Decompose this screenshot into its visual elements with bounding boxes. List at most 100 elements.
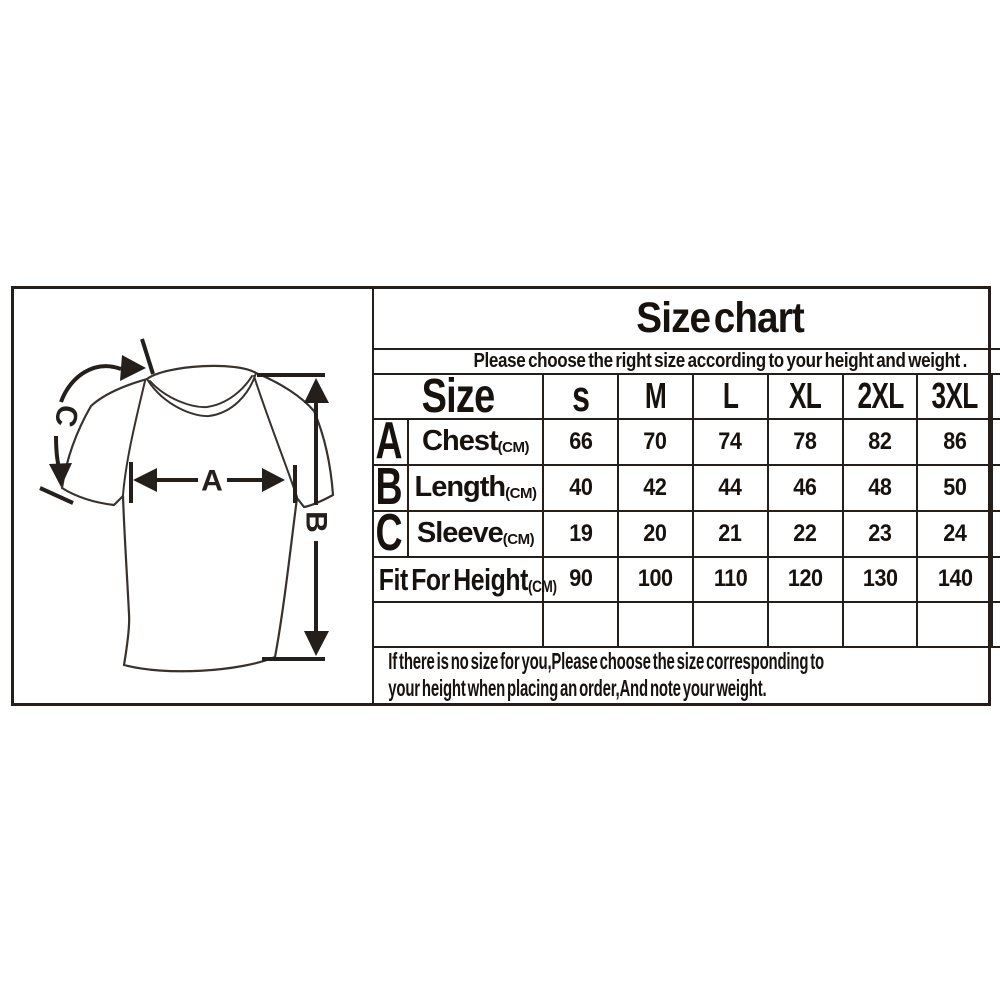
measure-name: Fit For Height	[378, 561, 529, 597]
table-cell: 19	[542, 511, 617, 556]
table-cell: 23	[841, 511, 917, 556]
header-col-s: s	[542, 374, 617, 419]
table-cell	[691, 602, 767, 646]
fit-label-cell: Fit For Height (CM)	[374, 558, 557, 601]
row-letter-cell: B	[374, 461, 407, 512]
value: 82	[868, 427, 892, 455]
raglan-seams	[122, 375, 298, 498]
measure-unit: (CM)	[502, 531, 535, 549]
table-cell: 20	[616, 511, 692, 556]
subtitle: Please choose the right size according t…	[473, 349, 967, 372]
table-row-chest: A Chest(CM) 66 70 74 78 82 86 90	[374, 412, 1000, 471]
measure-name: Length	[414, 471, 507, 504]
table-cell	[991, 602, 1000, 646]
table-cell	[766, 602, 842, 646]
row-letter: C	[375, 504, 403, 563]
title-row: Size chart	[374, 289, 1000, 348]
header-size-label: Size	[421, 369, 496, 423]
arrowhead-up-icon	[304, 378, 329, 403]
collar-lines	[146, 372, 257, 418]
chest-arrow-label: A	[201, 465, 223, 498]
header-col-2xl: 2XL	[841, 374, 917, 419]
table-cell: 70	[616, 419, 692, 464]
note-line-1: If there is no size for you,Please choos…	[388, 647, 824, 674]
header-col-4xl: 4XL	[991, 374, 1000, 419]
header-col-xl: XL	[766, 374, 842, 419]
table-cell: 48	[841, 465, 917, 510]
row-label-cell: Sleeve (CM)	[407, 511, 542, 556]
tshirt-diagram-panel: A B C	[14, 289, 374, 703]
tshirt-diagram: A B C	[39, 338, 335, 673]
row-label: Chest (CM)	[422, 427, 530, 457]
table-cell: 110	[691, 557, 767, 601]
size-table-panel: Size chart Please choose the right size …	[374, 289, 1000, 703]
table-row-length: B Length(CM) 40 42 44 46 48 50 52	[374, 461, 1000, 513]
table-cell: 52	[991, 465, 1000, 510]
sleeve-tick-top	[140, 338, 155, 375]
length-arrow: B	[257, 373, 333, 661]
row-letter: A	[375, 412, 403, 471]
table-cell	[841, 602, 917, 646]
table-cell: 86	[916, 419, 991, 464]
table-cell: 90	[991, 419, 1000, 464]
sleeve-arrow-label: C	[48, 402, 84, 429]
chest-arrow: A	[129, 462, 297, 503]
row-label: Sleeve (CM)	[416, 517, 535, 550]
value: 90	[568, 565, 593, 593]
value: 140	[937, 565, 973, 593]
measure-unit: (CM)	[505, 485, 537, 503]
value: 42	[643, 473, 668, 501]
subtitle-row: Please choose the right size according t…	[374, 347, 1000, 373]
measure-name: Sleeve	[416, 517, 504, 550]
header-size-cell: Size	[374, 369, 542, 423]
table-cell: 22	[766, 511, 842, 556]
measure-unit: (CM)	[497, 439, 530, 457]
col-label: 2XL	[857, 375, 904, 417]
row-label-cell: Length (CM)	[407, 465, 542, 510]
table-cell: 120	[766, 557, 842, 601]
row-label: Length (CM)	[414, 471, 537, 504]
table-cell: 90	[542, 557, 617, 601]
page-title: Size chart	[636, 293, 804, 342]
value: 48	[868, 473, 892, 501]
table-header-row: Size s M L XL 2XL 3XL 4XL	[374, 369, 1000, 423]
value: 70	[643, 427, 668, 455]
value: 22	[793, 519, 818, 547]
table-cell	[916, 602, 991, 646]
row-label-cell: Chest (CM)	[407, 419, 542, 464]
table-row-fit-height: Fit For Height (CM) 90 100 110 120 130 14…	[374, 555, 1000, 601]
arrowhead-left-icon	[133, 468, 157, 492]
value: 100	[637, 565, 673, 593]
sleeve-tick-bottom	[39, 486, 74, 505]
value: 20	[643, 519, 668, 547]
value: 24	[943, 519, 967, 547]
table-cell: 40	[542, 465, 617, 510]
table-row-sleeve: C Sleeve(CM) 19 20 21 22 23 24 25	[374, 504, 1000, 563]
table-cell: 46	[766, 465, 842, 510]
chart-frame: A B C	[11, 286, 1000, 706]
value: 44	[718, 473, 743, 501]
table-cell: 66	[542, 419, 617, 464]
note: If there is no size for you,Please choos…	[374, 648, 824, 703]
col-label: 3XL	[931, 375, 979, 417]
table-row-empty	[374, 600, 1000, 646]
col-label: XL	[789, 375, 822, 417]
value: 50	[943, 473, 967, 501]
value: 66	[568, 427, 593, 455]
table-cell: 24	[916, 511, 991, 556]
table-cell: 78	[766, 419, 842, 464]
value: 19	[568, 519, 593, 547]
arrowhead-downleft-icon	[49, 463, 72, 487]
header-col-m: M	[616, 374, 692, 419]
arrowhead-upright-icon	[120, 355, 146, 381]
value: 21	[718, 519, 743, 547]
empty-label-cell	[374, 603, 542, 646]
value: 130	[862, 565, 898, 593]
fit-label: Fit For Height (CM)	[374, 561, 557, 597]
table-cell: 44	[691, 465, 767, 510]
table-cell: 140	[916, 557, 991, 601]
col-label: M	[644, 375, 667, 417]
table-cell: 50	[916, 465, 991, 510]
value: 74	[718, 427, 743, 455]
